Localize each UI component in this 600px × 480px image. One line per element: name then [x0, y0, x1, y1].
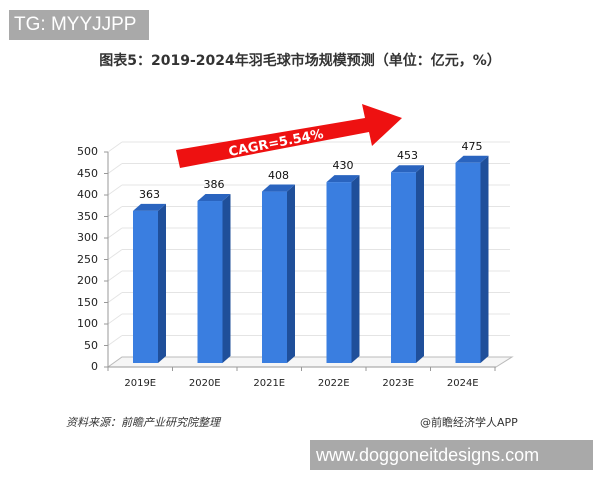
value-label: 363 — [139, 187, 160, 201]
value-label: 408 — [268, 168, 289, 182]
y-tick-label: 200 — [77, 274, 98, 287]
credit-note: @前瞻经济学人APP — [420, 416, 518, 429]
y-tick-label: 400 — [77, 188, 98, 201]
x-tick-label: 2022E — [317, 378, 350, 389]
x-tick-label: 2019E — [124, 378, 157, 389]
x-tick-label: 2024E — [446, 378, 479, 389]
y-tick-label: 150 — [77, 295, 98, 309]
value-label: 475 — [461, 139, 483, 153]
y-tick-label: 500 — [77, 145, 98, 158]
y-tick-label: 0 — [91, 360, 98, 373]
y-tick-label: 100 — [77, 317, 98, 330]
watermark-tg: TG: MYYJJPP — [9, 10, 149, 40]
source-note: 资料来源：前瞻产业研究院整理 — [66, 416, 220, 429]
value-label: 386 — [203, 178, 225, 192]
y-tick-label: 350 — [77, 209, 98, 223]
x-tick-label: 2023E — [382, 378, 415, 389]
x-tick-label: 2021E — [253, 378, 286, 389]
chart-title: 图表5：2019-2024年羽毛球市场规模预测（单位：亿元，%） — [99, 53, 501, 69]
value-label: 430 — [332, 159, 354, 173]
watermark-site: www.doggoneitdesigns.com — [310, 440, 593, 470]
y-tick-label: 250 — [77, 252, 98, 266]
y-tick-label: 450 — [77, 166, 98, 180]
x-tick-label: 2020E — [188, 378, 221, 389]
y-tick-label: 50 — [84, 338, 98, 352]
y-tick-label: 300 — [77, 231, 98, 244]
value-label: 453 — [397, 149, 418, 163]
